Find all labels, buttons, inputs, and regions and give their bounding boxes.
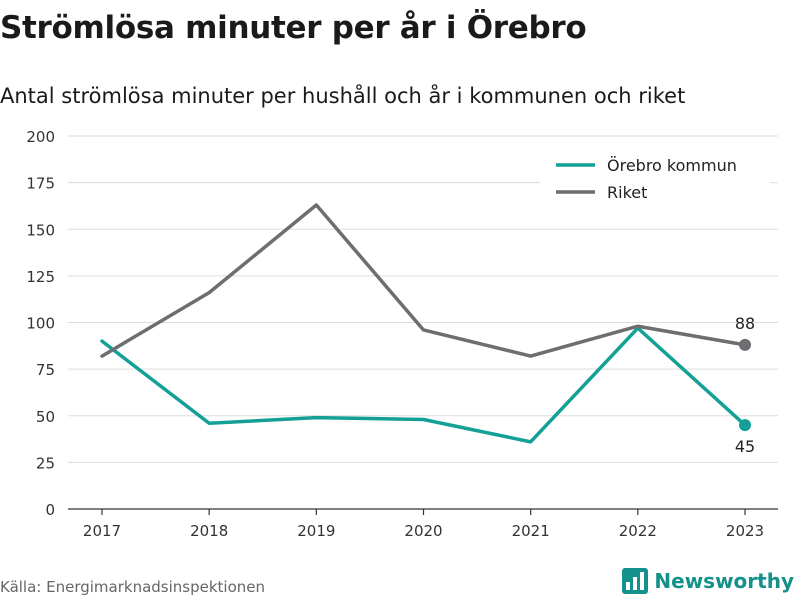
series-end-label: 45: [735, 437, 755, 456]
x-tick-label: 2022: [619, 522, 657, 540]
y-tick-label: 150: [26, 221, 55, 239]
x-tick-label: 2020: [404, 522, 442, 540]
brand-logo: Newsworthy: [622, 568, 794, 594]
y-tick-label: 125: [26, 268, 55, 286]
legend-label: Örebro kommun: [607, 156, 737, 175]
x-tick-label: 2018: [190, 522, 228, 540]
brand-name: Newsworthy: [654, 569, 794, 593]
y-tick-label: 175: [26, 175, 55, 193]
newsworthy-logo-icon: [622, 568, 649, 594]
source-note: Källa: Energimarknadsinspektionen: [0, 578, 266, 596]
series-end-point: [739, 419, 751, 432]
x-tick-label: 2019: [297, 522, 335, 540]
legend: Örebro kommun Riket: [540, 150, 770, 210]
x-tick-label: 2023: [726, 522, 764, 540]
x-tick-label: 2017: [83, 522, 121, 540]
series-end-label: 88: [735, 314, 755, 333]
x-axis: 2017 2018 2019 2020 2021 2022 2023: [68, 508, 778, 540]
y-axis: 0 25 50 75 100 125 150 175 200: [26, 128, 55, 519]
series-end-point: [739, 338, 751, 351]
y-tick-label: 100: [26, 315, 55, 333]
y-tick-label: 200: [26, 128, 55, 146]
y-tick-label: 75: [36, 361, 55, 379]
legend-background: [540, 150, 770, 210]
y-tick-label: 50: [36, 408, 55, 426]
y-tick-label: 25: [36, 454, 55, 472]
series-line-orebro: [100, 326, 747, 444]
chart-title: Strömlösa minuter per år i Örebro: [0, 10, 587, 46]
chart-subtitle: Antal strömlösa minuter per hushåll och …: [0, 84, 686, 108]
y-tick-label: 0: [45, 501, 55, 519]
x-tick-label: 2021: [512, 522, 550, 540]
series-line-riket: [100, 203, 747, 358]
legend-label: Riket: [607, 183, 647, 202]
series-lines: 45 88: [100, 203, 755, 456]
